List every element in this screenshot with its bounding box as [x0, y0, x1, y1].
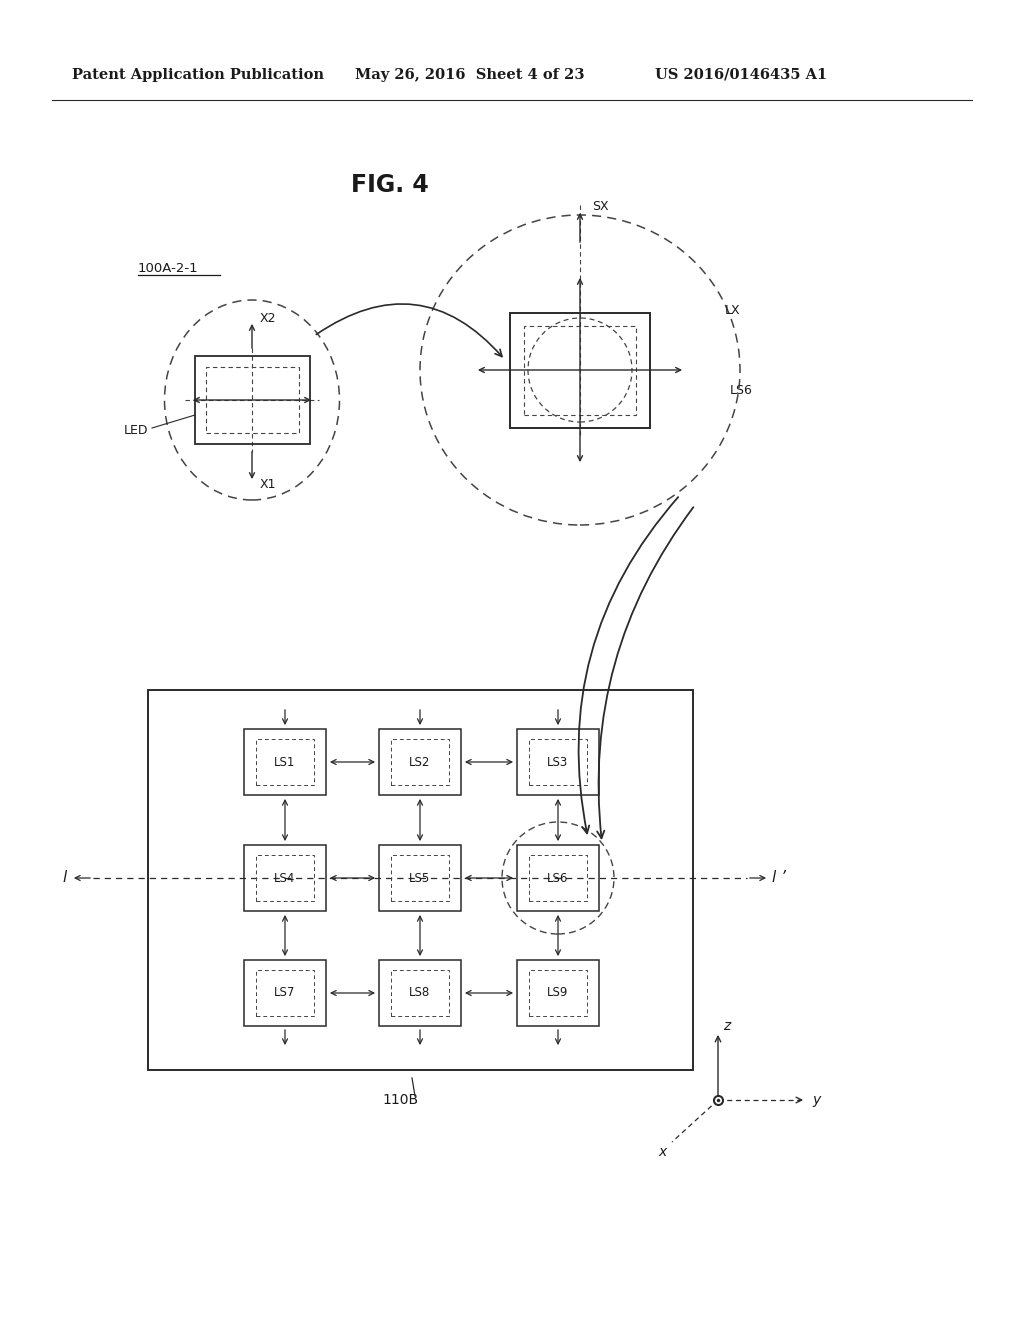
Text: LS6: LS6	[547, 871, 568, 884]
Bar	[379, 960, 461, 1026]
Text: 110B: 110B	[382, 1093, 418, 1107]
Bar	[529, 970, 587, 1016]
Text: LS2: LS2	[410, 755, 431, 768]
Bar	[517, 729, 599, 795]
Text: LS8: LS8	[410, 986, 431, 999]
Text: LS4: LS4	[274, 871, 296, 884]
Text: SX: SX	[592, 201, 608, 214]
Bar	[256, 855, 314, 902]
Bar	[517, 845, 599, 911]
Text: X1: X1	[260, 478, 276, 491]
Text: Patent Application Publication: Patent Application Publication	[72, 69, 324, 82]
Bar	[147, 690, 692, 1071]
Text: LX: LX	[725, 304, 740, 317]
Bar	[379, 729, 461, 795]
Bar	[244, 845, 326, 911]
Text: LS9: LS9	[547, 986, 568, 999]
Text: X2: X2	[260, 312, 276, 325]
Text: 100A-2-1: 100A-2-1	[138, 261, 199, 275]
Text: z: z	[723, 1019, 730, 1034]
Text: y: y	[812, 1093, 820, 1107]
Bar	[529, 739, 587, 785]
Text: FIG. 4: FIG. 4	[351, 173, 429, 197]
Text: LS5: LS5	[410, 871, 431, 884]
Text: May 26, 2016  Sheet 4 of 23: May 26, 2016 Sheet 4 of 23	[355, 69, 585, 82]
Bar	[391, 855, 449, 902]
Text: x: x	[657, 1144, 667, 1159]
Bar	[391, 739, 449, 785]
Text: LS1: LS1	[274, 755, 296, 768]
Bar	[256, 739, 314, 785]
Text: l ’: l ’	[772, 870, 786, 886]
Text: LED: LED	[124, 424, 148, 437]
Bar	[517, 960, 599, 1026]
Text: LS7: LS7	[274, 986, 296, 999]
Text: LS6: LS6	[730, 384, 753, 396]
Text: l: l	[62, 870, 68, 886]
Bar	[391, 970, 449, 1016]
Text: US 2016/0146435 A1: US 2016/0146435 A1	[655, 69, 827, 82]
Bar	[524, 326, 636, 414]
Bar	[195, 356, 309, 444]
Bar	[244, 729, 326, 795]
Bar	[206, 367, 299, 433]
Bar	[510, 313, 650, 428]
Bar	[529, 855, 587, 902]
Bar	[244, 960, 326, 1026]
Bar	[256, 970, 314, 1016]
Bar	[379, 845, 461, 911]
Text: LS3: LS3	[548, 755, 568, 768]
